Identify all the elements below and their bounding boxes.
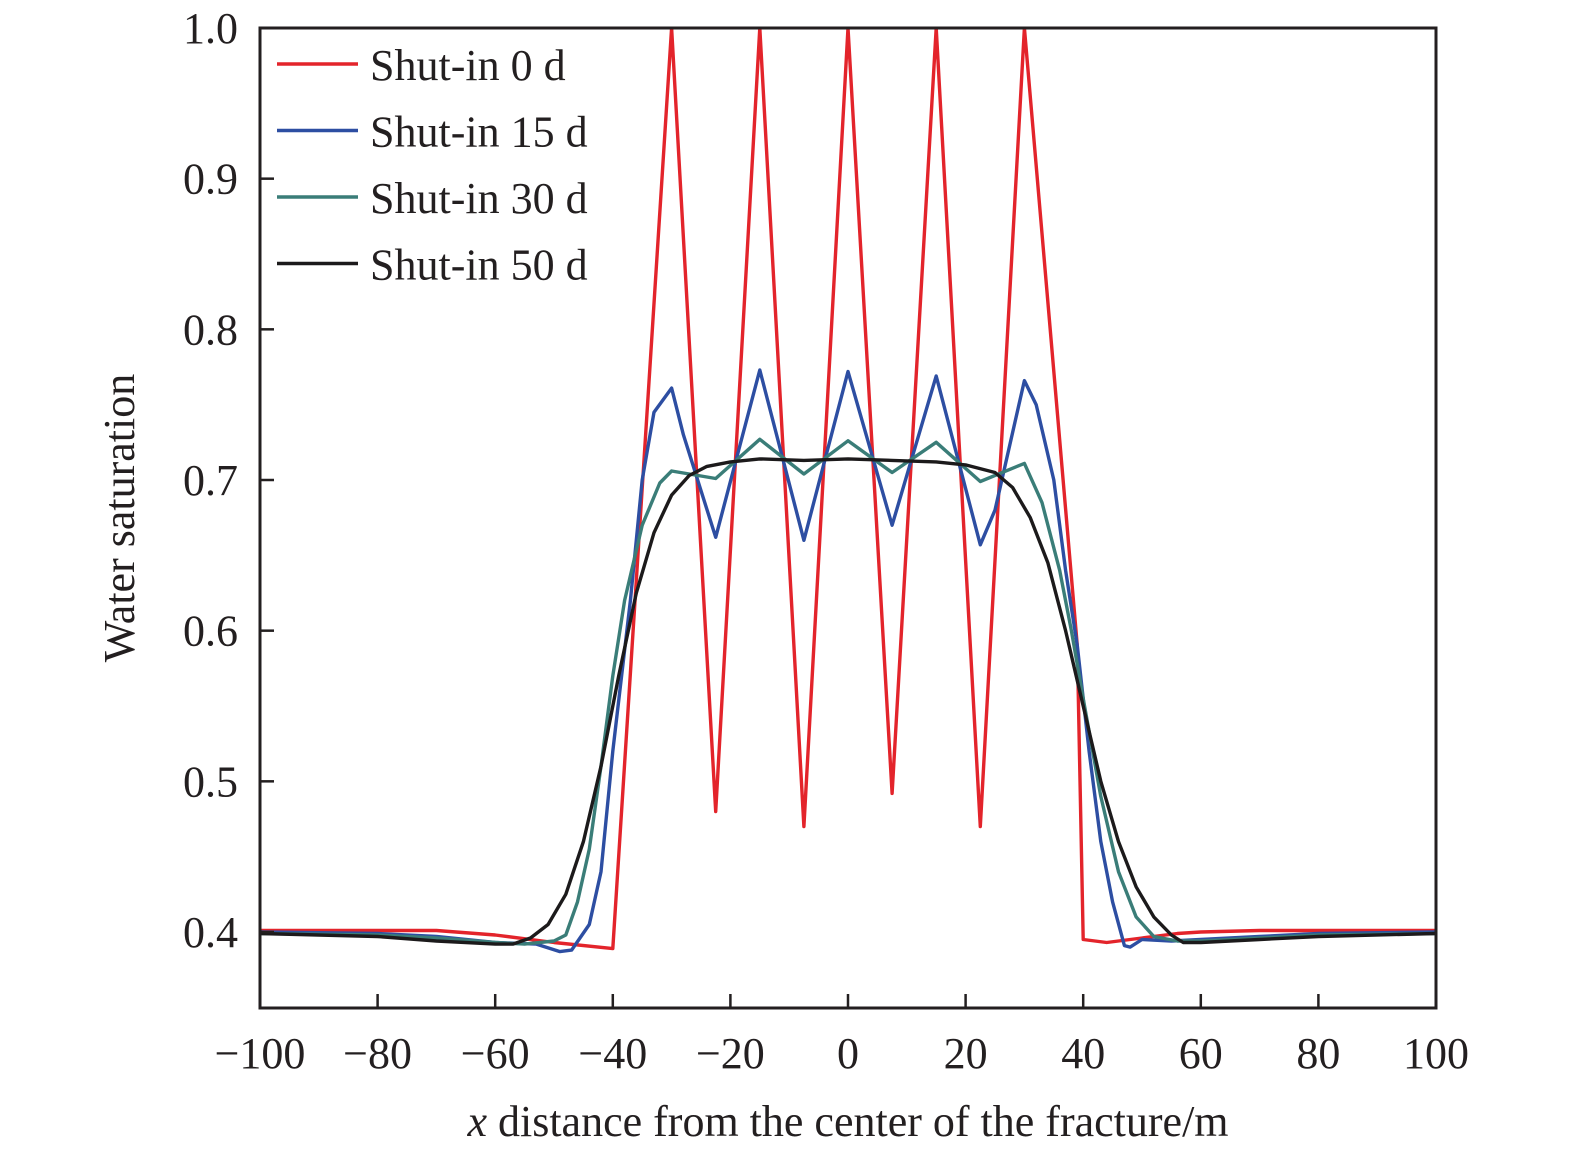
- x-axis: −100 −80 −60 −40 −20 0 20 40 60 80 100: [215, 994, 1469, 1078]
- x-axis-title-text: distance from the center of the fracture…: [487, 1097, 1229, 1146]
- y-axis: 0.4 0.5 0.6 0.7 0.8 0.9 1.0: [183, 4, 274, 957]
- x-tick-label: −80: [343, 1029, 412, 1078]
- y-tick-label: 0.6: [183, 607, 238, 656]
- x-tick-label: 100: [1403, 1029, 1469, 1078]
- x-tick-label: −60: [461, 1029, 530, 1078]
- y-tick-label: 0.7: [183, 456, 238, 505]
- legend-label-1: Shut-in 15 d: [370, 108, 588, 157]
- x-tick-label: 80: [1296, 1029, 1340, 1078]
- y-axis-title: Water saturation: [95, 374, 144, 662]
- series-layer: [260, 28, 1436, 954]
- y-tick-label: 0.4: [183, 908, 238, 957]
- y-tick-label: 1.0: [183, 4, 238, 53]
- series-line-1: [260, 368, 1436, 954]
- x-axis-title-variable: x: [466, 1097, 487, 1146]
- legend-label-0: Shut-in 0 d: [370, 41, 566, 90]
- y-tick-label: 0.8: [183, 305, 238, 354]
- legend-label-2: Shut-in 30 d: [370, 174, 588, 223]
- x-tick-label: −20: [696, 1029, 765, 1078]
- y-tick-label: 0.5: [183, 757, 238, 806]
- legend: Shut-in 0 d Shut-in 15 d Shut-in 30 d Shut-…: [277, 41, 588, 290]
- y-tick-label: 0.9: [183, 155, 238, 204]
- x-tick-label: 0: [837, 1029, 859, 1078]
- series-line-0: [260, 28, 1436, 951]
- x-tick-label: 60: [1179, 1029, 1223, 1078]
- x-tick-label: 20: [944, 1029, 988, 1078]
- series-line-2: [260, 437, 1436, 946]
- x-tick-label: −40: [578, 1029, 647, 1078]
- series-line-3: [260, 457, 1436, 946]
- legend-label-3: Shut-in 50 d: [370, 241, 588, 290]
- x-tick-label: −100: [215, 1029, 306, 1078]
- x-tick-label: 40: [1061, 1029, 1105, 1078]
- x-axis-title: x distance from the center of the fractu…: [466, 1097, 1228, 1146]
